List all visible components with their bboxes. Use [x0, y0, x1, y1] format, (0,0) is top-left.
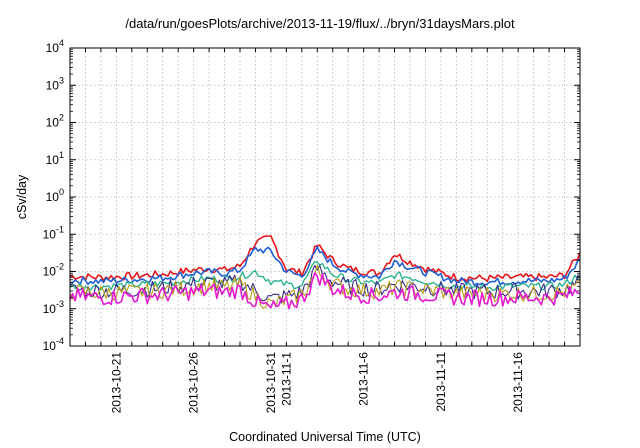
series-line-2 [69, 245, 581, 287]
series-layer [69, 235, 581, 310]
x-tick-layer: 2013-10-21 2013-10-26 2013-10-31 2013-11-1 2… [84, 48, 566, 414]
x-tick-label: 2013-10-26 [187, 352, 201, 414]
y-tick-label: 10-1 [43, 224, 64, 241]
series-line-4 [69, 264, 581, 304]
x-tick-label: 2013-11-11 [434, 352, 448, 412]
y-tick-label: 102 [46, 113, 64, 130]
y-tick-label: 103 [46, 75, 64, 92]
y-tick-label: 10-4 [43, 336, 64, 353]
y-tick-label: 10-2 [43, 262, 64, 279]
x-axis-label: Coordinated Universal Time (UTC) [229, 430, 421, 444]
x-tick-label: 2013-10-21 [109, 352, 123, 414]
series-line-3 [69, 260, 581, 291]
x-tick-label: 2013-11-16 [511, 352, 525, 413]
y-tick-label: 104 [46, 38, 64, 55]
y-tick-label: 101 [46, 150, 64, 167]
x-tick-label: 2013-11-1 [279, 352, 293, 406]
y-tick-layer: 10-4 10-3 10-2 10-1 100 101 102 103 104 [43, 38, 580, 353]
y-axis-label: cSv/day [15, 174, 29, 219]
y-tick-label: 100 [46, 187, 64, 204]
chart-title: /data/run/goesPlots/archive/2013-11-19/f… [125, 16, 515, 31]
series-line-6 [69, 272, 581, 310]
y-tick-label: 10-3 [43, 299, 64, 316]
x-tick-label: 2013-10-31 [264, 352, 278, 414]
series-line-1 [69, 235, 581, 283]
x-tick-label: 2013-11-6 [357, 352, 371, 406]
